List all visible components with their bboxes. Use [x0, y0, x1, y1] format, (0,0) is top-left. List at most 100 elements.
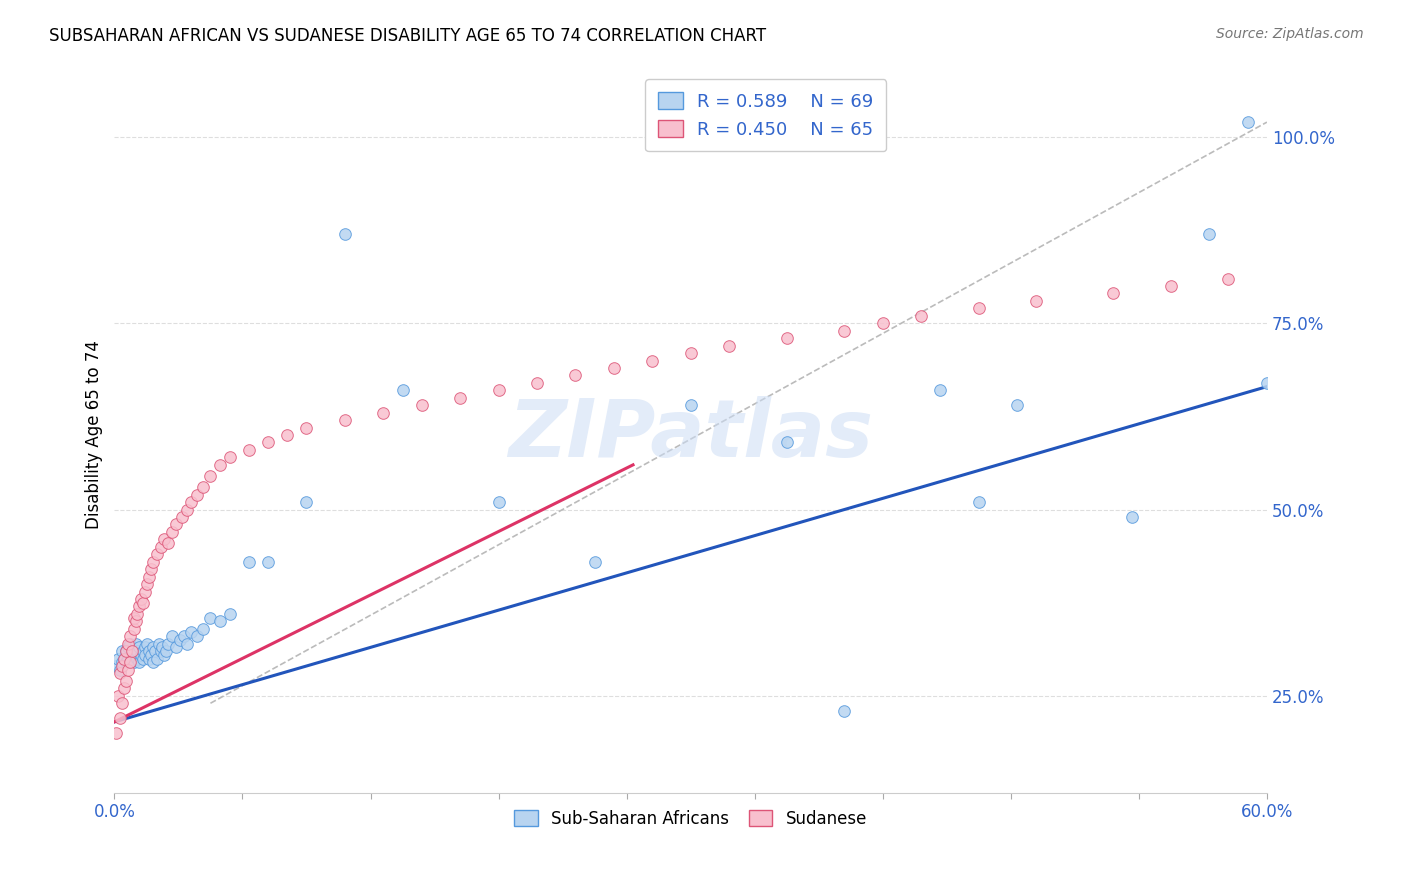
Point [128, 655, 150, 669]
Point [115, 644, 138, 658]
Point [129, 648, 152, 662]
Point [238, 442, 260, 457]
Point [143, 644, 166, 658]
Point [1121, 510, 1143, 524]
Point [679, 398, 702, 412]
Point [118, 629, 141, 643]
Point [176, 502, 198, 516]
Point [449, 391, 471, 405]
Point [111, 696, 134, 710]
Point [121, 648, 143, 662]
Point [1102, 286, 1125, 301]
Point [115, 655, 138, 669]
Point [910, 309, 932, 323]
Point [333, 227, 356, 241]
Point [142, 555, 165, 569]
Point [136, 577, 159, 591]
Point [603, 361, 626, 376]
Point [373, 406, 395, 420]
Point [209, 615, 232, 629]
Point [526, 376, 548, 390]
Point [169, 632, 191, 647]
Point [112, 651, 135, 665]
Point [134, 640, 156, 655]
Point [153, 648, 176, 662]
Point [142, 640, 165, 655]
Point [138, 644, 160, 658]
Point [834, 324, 856, 338]
Point [118, 637, 141, 651]
Point [121, 651, 143, 665]
Point [186, 488, 208, 502]
Point [111, 644, 134, 658]
Point [145, 651, 167, 665]
Point [111, 655, 134, 669]
Point [132, 644, 155, 658]
Point [132, 596, 155, 610]
Point [127, 651, 149, 665]
Point [257, 435, 280, 450]
Point [138, 651, 160, 665]
Point [218, 450, 240, 465]
Point [108, 663, 131, 677]
Point [117, 651, 139, 665]
Point [145, 547, 167, 561]
Point [200, 469, 222, 483]
Point [122, 622, 145, 636]
Point [108, 666, 131, 681]
Point [776, 435, 799, 450]
Point [488, 384, 510, 398]
Point [1236, 115, 1258, 129]
Point [134, 648, 156, 662]
Point [872, 316, 894, 330]
Point [238, 555, 260, 569]
Point [160, 524, 183, 539]
Point [276, 428, 298, 442]
Point [117, 640, 139, 655]
Point [112, 681, 135, 696]
Point [115, 644, 138, 658]
Point [124, 615, 146, 629]
Point [641, 353, 664, 368]
Text: Source: ZipAtlas.com: Source: ZipAtlas.com [1216, 27, 1364, 41]
Point [134, 584, 156, 599]
Point [129, 591, 152, 606]
Point [191, 622, 214, 636]
Point [679, 346, 702, 360]
Point [180, 625, 202, 640]
Point [122, 655, 145, 669]
Point [1198, 227, 1220, 241]
Point [108, 711, 131, 725]
Point [127, 607, 149, 621]
Point [1005, 398, 1028, 412]
Point [333, 413, 356, 427]
Point [1025, 293, 1047, 308]
Point [218, 607, 240, 621]
Point [142, 655, 165, 669]
Point [122, 644, 145, 658]
Point [157, 536, 180, 550]
Point [117, 663, 139, 677]
Point [173, 629, 195, 643]
Point [149, 540, 172, 554]
Point [124, 648, 146, 662]
Point [209, 458, 232, 472]
Point [124, 637, 146, 651]
Point [152, 640, 174, 655]
Point [191, 480, 214, 494]
Point [149, 644, 172, 658]
Point [1256, 376, 1278, 390]
Point [153, 533, 176, 547]
Point [107, 689, 129, 703]
Point [180, 495, 202, 509]
Point [118, 655, 141, 669]
Point [834, 704, 856, 718]
Point [155, 644, 177, 658]
Point [105, 726, 128, 740]
Point [776, 331, 799, 345]
Point [160, 629, 183, 643]
Point [1218, 271, 1240, 285]
Point [186, 629, 208, 643]
Point [107, 651, 129, 665]
Point [115, 673, 138, 688]
